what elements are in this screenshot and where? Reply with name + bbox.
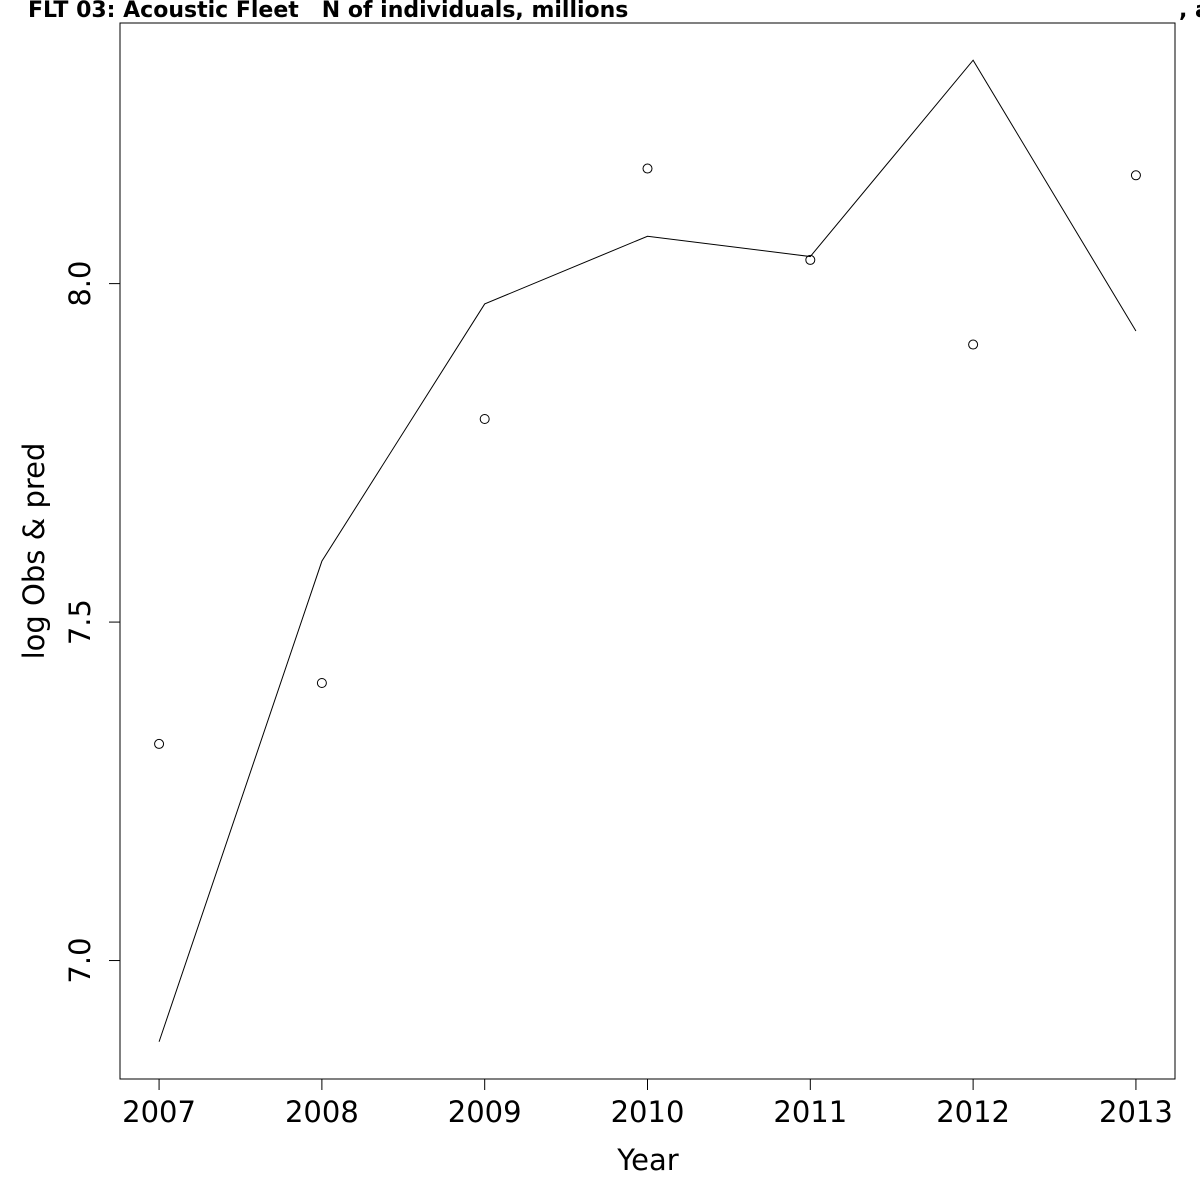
x-axis: 2007 2008 2009 2010 2011 2012 2013 [122,1079,1173,1129]
y-axis-label: log Obs & pred [17,443,51,660]
x-tick-label: 2013 [1099,1095,1173,1129]
chart-title: FLT 03: Acoustic Fleet N of individuals,… [28,0,629,23]
observed-point [968,339,979,350]
chart-title-truncated: , a [1179,0,1200,23]
predicted-line [158,59,1137,1042]
x-tick-label: 2010 [611,1095,685,1129]
observed-point [479,414,490,424]
x-axis-label: Year [616,1143,678,1177]
y-axis: 7.0 7.5 8.0 [63,261,120,984]
y-tick-label: 7.0 [63,937,97,983]
observed-point [642,163,653,174]
x-tick-label: 2007 [122,1095,196,1129]
observed-point [154,738,165,749]
y-tick-label: 7.5 [63,599,97,645]
plot-frame [119,22,1176,1080]
x-tick-label: 2012 [936,1095,1010,1129]
predicted-line-series [158,59,1137,1042]
observed-point [1130,170,1141,181]
y-tick-label: 8.0 [63,261,97,307]
observed-point [805,254,816,265]
observed-point [316,678,327,688]
x-tick-label: 2011 [773,1095,847,1129]
x-tick-label: 2008 [285,1095,359,1129]
observed-point-series [154,163,1141,749]
x-tick-label: 2009 [448,1095,522,1129]
